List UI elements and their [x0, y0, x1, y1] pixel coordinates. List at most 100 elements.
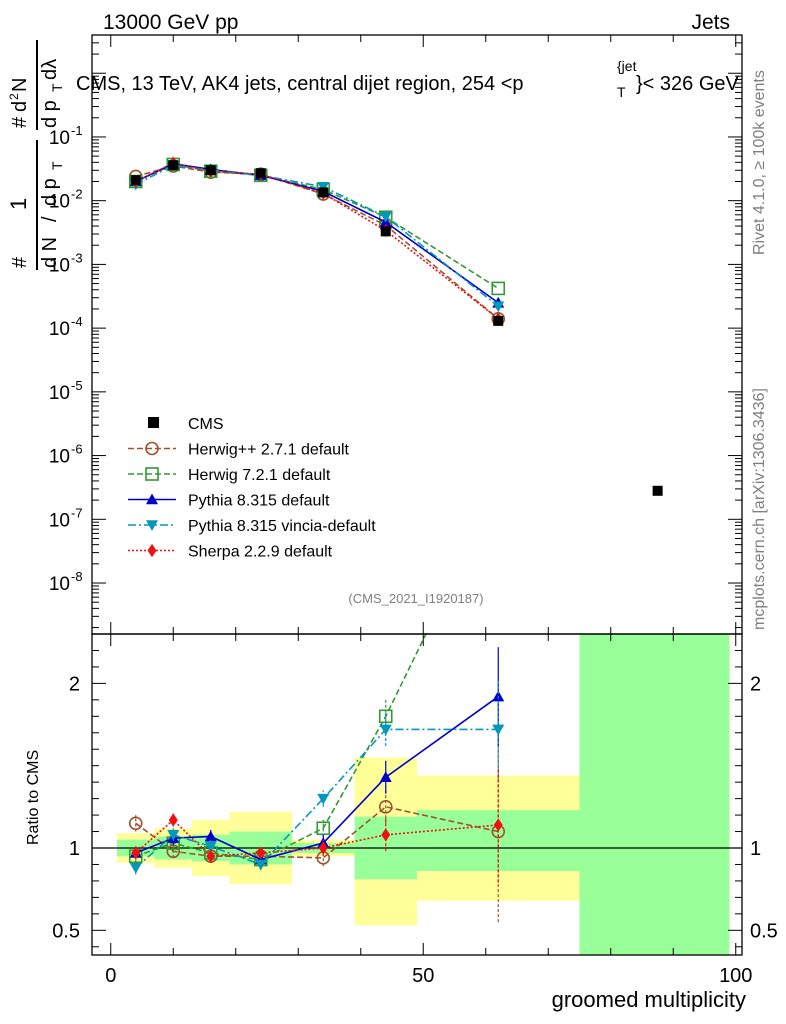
main-y-tick-label: 10	[49, 447, 70, 468]
main-y-tick-exponent: -7	[71, 505, 83, 520]
plot-title: CMS, 13 TeV, AK4 jets, central dijet reg…	[76, 58, 740, 100]
x-tick-label: 50	[412, 965, 434, 987]
legend-marker	[145, 467, 159, 481]
title-superscript: {jet	[617, 58, 637, 74]
data-point	[205, 165, 216, 176]
ratio-point	[206, 849, 216, 863]
legend-label: Herwig 7.2.1 default	[188, 467, 331, 484]
main-y-tick-label: 10	[49, 574, 70, 595]
data-point	[493, 315, 504, 326]
category-label: Jets	[691, 11, 730, 34]
series-line	[135, 164, 499, 307]
ratio-y-tick-label: 1	[69, 838, 80, 860]
analysis-watermark: (CMS_2021_I1920187)	[348, 591, 483, 606]
legend-marker	[147, 543, 157, 558]
ratio-point	[379, 771, 392, 783]
ratio-y-tick-label: 0.5	[52, 920, 80, 942]
ratio-y-tick-label: 2	[69, 673, 80, 695]
source-label: mcplots.cern.ch [arXiv:1306.3436]	[751, 388, 768, 630]
ratio-y-tick-label-right: 1	[750, 838, 761, 860]
ratio-series-layer	[128, 480, 506, 923]
ratio-point	[129, 862, 142, 874]
energy-label: 13000 GeV pp	[103, 11, 238, 34]
ratio-point	[204, 830, 217, 842]
legend-label: Pythia 8.315 default	[188, 493, 330, 510]
legend-marker	[146, 520, 158, 531]
main-y-axis-label: # 1 d N / d p T # d 2 N d p T dλ	[6, 40, 65, 270]
main-y-tick-label: 10	[49, 192, 70, 213]
main-y-tick-label: 10	[49, 255, 70, 276]
legend: CMS Herwig++ 2.7.1 default Herwig 7.2.1 de…	[128, 416, 376, 561]
title-subscript: T	[617, 84, 626, 100]
ratio-point	[168, 813, 178, 827]
x-axis-label: groomed multiplicity	[552, 987, 746, 1012]
series-point	[379, 211, 392, 223]
legend-marker-data	[148, 417, 159, 428]
ratio-point	[128, 816, 143, 831]
legend-label: Pythia 8.315 vincia-default	[188, 518, 376, 535]
legend-label: Herwig++ 2.7.1 default	[188, 442, 350, 459]
main-y-tick-label: 10	[49, 383, 70, 404]
main-y-tick-exponent: -5	[71, 378, 83, 393]
ratio-clipped-group	[128, 480, 506, 923]
ratio-y-tick-label-right: 0.5	[750, 920, 778, 942]
ratio-point	[254, 859, 267, 871]
ylabel-dpT-2: d p	[39, 100, 61, 128]
ylabel-hash-2: #	[9, 116, 31, 128]
ylabel-one: 1	[6, 198, 31, 210]
ratio-point	[493, 818, 503, 832]
data-point	[255, 168, 266, 179]
ylabel-sub-T-2: T	[49, 83, 65, 92]
ratio-point	[378, 800, 393, 814]
legend-marker	[145, 441, 159, 456]
ratio-point	[166, 844, 181, 859]
main-y-tick-label: 10	[49, 319, 70, 340]
ylabel-N: N	[9, 78, 31, 92]
main-y-tick-exponent: -6	[71, 442, 83, 457]
legend-marker	[146, 493, 158, 505]
ratio-point	[256, 846, 266, 860]
ratio-uncertainty-bands	[92, 634, 742, 955]
data-point	[130, 175, 141, 186]
main-y-tick-exponent: -3	[71, 250, 83, 265]
ylabel-dN: d N	[39, 237, 61, 268]
ratio-point	[378, 709, 393, 724]
ratio-point	[492, 480, 504, 492]
ratio-y-axis-label: Ratio to CMS	[25, 750, 42, 845]
data-point	[318, 187, 329, 198]
main-y-tick-label: 10	[49, 510, 70, 531]
data-point	[652, 485, 663, 496]
ylabel-sup-2: 2	[7, 93, 21, 100]
main-y-tick-exponent: -2	[71, 187, 83, 202]
ratio-point	[131, 846, 141, 860]
main-y-tick-exponent: -8	[71, 569, 83, 584]
x-tick-label: 100	[719, 965, 752, 987]
ratio-point	[204, 841, 217, 853]
rivet-label: Rivet 4.1.0, ≥ 100k events	[751, 70, 768, 255]
main-y-tick-label: 10	[49, 128, 70, 149]
x-tick-label: 0	[105, 965, 116, 987]
ratio-band-inner	[579, 634, 730, 955]
main-y-tick-exponent: -1	[71, 123, 83, 138]
ylabel-dpT-1: d p	[39, 178, 61, 206]
ylabel-sub-T-1: T	[49, 161, 65, 170]
title-end: }< 326 GeV	[636, 73, 740, 95]
ratio-y-tick-label-right: 2	[750, 673, 761, 695]
title-main: CMS, 13 TeV, AK4 jets, central dijet reg…	[76, 73, 524, 95]
ratio-point	[318, 841, 328, 855]
ylabel-slash: /	[39, 216, 61, 222]
series-point	[492, 301, 505, 313]
ratio-point	[167, 830, 180, 841]
legend-label: Sherpa 2.2.9 default	[188, 544, 333, 561]
ratio-point	[316, 821, 331, 836]
series-point	[491, 281, 506, 296]
ratio-point	[379, 724, 392, 736]
ylabel-dlambda: dλ	[39, 59, 61, 80]
ratio-point	[492, 724, 505, 736]
ratio-frame	[91, 633, 743, 956]
data-point	[380, 226, 391, 237]
ratio-point	[381, 828, 391, 842]
legend-label-data: CMS	[188, 416, 224, 433]
